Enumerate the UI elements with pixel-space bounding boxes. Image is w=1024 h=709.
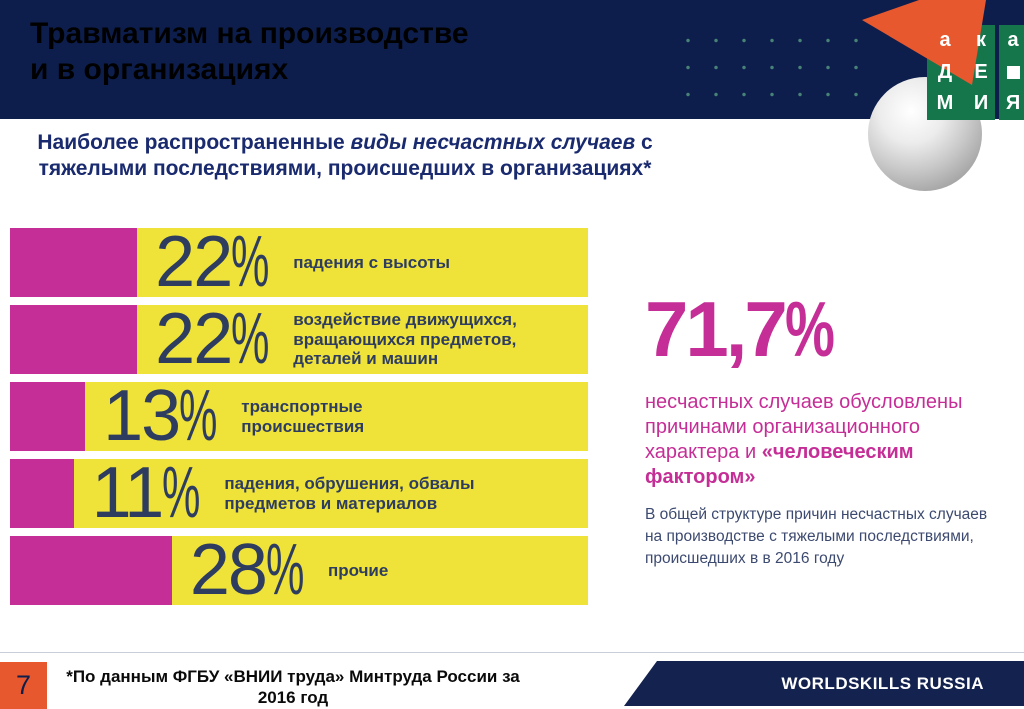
bar-label: прочие [327,560,389,580]
bar-label: падения с высоты [293,252,451,272]
callout: 71,7% несчастных случаев обусловлены при… [645,290,1013,570]
bar-value-number: 22 [155,228,233,297]
bar-value: 22% [155,305,270,374]
logo-letter: И [973,92,989,115]
page-title-line2: и в организациях [30,53,289,86]
page-title: Травматизм на производстве и в организаци… [0,0,1024,88]
logo-letter: Е [974,60,988,83]
logo-letter: Д [937,60,953,83]
bar-value-number: 13 [103,382,181,451]
bar-value-number: 11 [91,459,165,528]
header: Травматизм на производстве и в организаци… [0,0,1024,119]
chart-title-part1: Наиболее распространенные [37,131,351,154]
callout-text-bold: «человеческим фактором» [645,441,914,488]
chart-title-part2: с тяжелыми последствиями, происшедших в … [38,131,653,180]
bar-value-number: 22 [155,305,233,374]
callout-big-value: 71,7% [645,290,1013,368]
page-number-box: 7 [0,662,47,709]
percent-sign: % [162,459,200,528]
logo-letter: к [975,29,986,52]
logo-letter: а [1007,29,1019,52]
logo-letter: а [939,29,951,52]
page-number: 7 [15,670,32,700]
percent-sign: % [231,228,269,297]
bar-fill [10,305,138,374]
bar-row: 22% падения с высоты [10,228,588,297]
bar-value: 22% [155,228,270,297]
logo-square-icon [1006,65,1020,79]
brand-label: WORLDSKILLS RUSSIA [781,673,984,693]
callout-big-number: 71,7 [645,285,788,373]
bar-label: падения, обрушения, обвалы предметов и м… [224,473,475,513]
percent-sign: % [784,285,835,373]
bar-value-number: 28 [189,536,268,605]
bar-value: 11% [91,459,201,528]
bar-value: 28% [189,536,305,605]
footer-divider [0,652,1024,653]
page-title-line1: Травматизм на производстве [30,17,469,50]
dot-pattern-decoration [670,24,860,116]
logo-square-cell [999,57,1024,89]
chart-title-italic: виды несчастных случаев [350,131,636,154]
percent-sign: % [265,536,304,605]
brand-banner: WORLDSKILLS RUSSIA [624,661,1024,706]
bar-label: транспортные происшествия [241,396,365,436]
percent-sign: % [231,305,269,374]
logo-letter: М [936,92,954,115]
callout-text-regular: несчастных случаев обусловлены причинами… [645,391,963,463]
bar-row: 28% прочие [10,536,588,605]
logo-letter: Я [1005,92,1021,115]
bar-value: 13% [103,382,218,451]
callout-note: В общей структуре причин несчастных случ… [645,506,988,567]
bar-row: 11% падения, обрушения, обвалы предметов… [10,459,588,528]
bar-row: 13% транспортные происшествия [10,382,588,451]
bar-fill [10,228,138,297]
bar-chart: 22% падения с высоты 22% воздействие дви… [10,228,588,613]
bar-fill [10,382,86,451]
bar-fill [10,536,172,605]
bar-fill [10,459,74,528]
callout-text: несчастных случаев обусловлены причинами… [645,390,1013,490]
bar-row: 22% воздействие движущихся, вращающихся … [10,305,588,374]
percent-sign: % [179,382,217,451]
footnote: *По данным ФГБУ «ВНИИ труда» Минтруда Ро… [66,667,520,708]
bar-label: воздействие движущихся, вращающихся пред… [293,310,517,369]
academy-logo: а к а Д Е М И Я [927,25,1024,120]
chart-title: Наиболее распространенные виды несчастны… [15,130,675,182]
